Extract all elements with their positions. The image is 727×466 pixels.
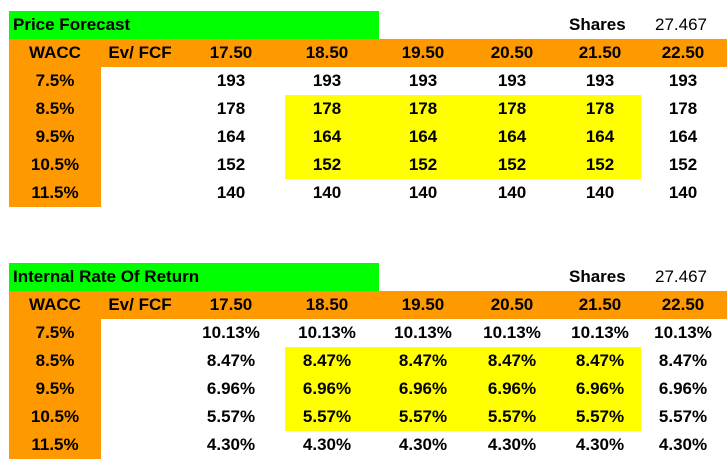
irr_table-column-header: 19.50 xyxy=(401,295,445,314)
price_table-row-wacc: 9.5% xyxy=(35,127,75,146)
irr_table-column-header: 17.50 xyxy=(209,295,253,314)
price_table-table-cell[interactable]: 193 xyxy=(668,71,698,90)
price_table-title: Price Forecast xyxy=(9,11,379,39)
irr_table-table-cell[interactable]: 4.30% xyxy=(658,435,708,454)
price_table-row-wacc: 10.5% xyxy=(30,155,80,174)
price_table-table-cell[interactable]: 140 xyxy=(312,183,342,202)
irr_table-table-cell[interactable]: 10.13% xyxy=(571,323,629,342)
price_table-table-cell[interactable]: 193 xyxy=(585,71,615,90)
price_table-table-cell[interactable]: 178 xyxy=(497,99,527,118)
price_table-header-band xyxy=(9,39,727,67)
price_table-table-cell[interactable]: 164 xyxy=(312,127,342,146)
irr_table-table-cell[interactable]: 5.57% xyxy=(658,407,708,426)
irr_table-row-wacc: 7.5% xyxy=(35,323,75,342)
irr_table-table-cell[interactable]: 10.13% xyxy=(483,323,541,342)
irr_table-table-cell[interactable]: 6.96% xyxy=(206,379,256,398)
price_table-column-header: 17.50 xyxy=(209,43,253,62)
irr_table-table-cell[interactable]: 6.96% xyxy=(575,379,625,398)
irr_table-header-evfcf: Ev/ FCF xyxy=(108,295,172,314)
price_table-table-cell[interactable]: 140 xyxy=(668,183,698,202)
irr_table-row-wacc: 8.5% xyxy=(35,351,75,370)
irr_table-column-header: 21.50 xyxy=(578,295,622,314)
price_table-column-header: 21.50 xyxy=(578,43,622,62)
price_table-table-cell[interactable]: 152 xyxy=(497,155,527,174)
irr_table-table-cell[interactable]: 5.57% xyxy=(398,407,448,426)
irr_table-header-wacc: WACC xyxy=(29,295,81,314)
irr_table-header-band xyxy=(9,291,727,319)
price_table-table-cell[interactable]: 178 xyxy=(408,99,438,118)
irr_table-column-header: 20.50 xyxy=(490,295,534,314)
price_table-wacc-band xyxy=(9,67,101,207)
irr_table-table-cell[interactable]: 10.13% xyxy=(654,323,712,342)
price_table-table-cell[interactable]: 140 xyxy=(497,183,527,202)
irr_table-table-cell[interactable]: 10.13% xyxy=(394,323,452,342)
price_table-table-cell[interactable]: 193 xyxy=(408,71,438,90)
irr_table-shares-value: 27.467 xyxy=(655,267,707,286)
price_table-column-header: 18.50 xyxy=(305,43,349,62)
price_table-table-cell[interactable]: 164 xyxy=(668,127,698,146)
irr_table-table-cell[interactable]: 5.57% xyxy=(206,407,256,426)
price_table-table-cell[interactable]: 152 xyxy=(216,155,246,174)
irr_table-table-cell[interactable]: 5.57% xyxy=(302,407,352,426)
price_table-row-wacc: 11.5% xyxy=(31,183,79,202)
price_table-table-cell[interactable]: 164 xyxy=(216,127,246,146)
price_table-table-cell[interactable]: 152 xyxy=(408,155,438,174)
price_table-table-cell[interactable]: 178 xyxy=(585,99,615,118)
irr_table-title: Internal Rate Of Return xyxy=(9,263,379,291)
irr_table-table-cell[interactable]: 4.30% xyxy=(302,435,352,454)
irr_table-highlight-block xyxy=(285,347,641,431)
irr_table-table-cell[interactable]: 6.96% xyxy=(487,379,537,398)
price_table-header-wacc: WACC xyxy=(29,43,81,62)
price_table-table-cell[interactable]: 193 xyxy=(312,71,342,90)
irr_table-table-cell[interactable]: 8.47% xyxy=(658,351,708,370)
price_table-table-cell[interactable]: 178 xyxy=(216,99,246,118)
price_table-table-cell[interactable]: 140 xyxy=(216,183,246,202)
irr_table-table-cell[interactable]: 6.96% xyxy=(302,379,352,398)
price_table-table-cell[interactable]: 164 xyxy=(408,127,438,146)
price_table-table-cell[interactable]: 152 xyxy=(312,155,342,174)
irr_table-wacc-band xyxy=(9,319,101,459)
price_table-header-evfcf: Ev/ FCF xyxy=(108,43,172,62)
irr_table-table-cell[interactable]: 8.47% xyxy=(487,351,537,370)
price_table-shares-value: 27.467 xyxy=(655,15,707,34)
irr_table-table-cell[interactable]: 5.57% xyxy=(575,407,625,426)
price_table-shares-label: Shares xyxy=(569,15,626,34)
irr_table-row-wacc: 11.5% xyxy=(31,435,79,454)
irr_table-table-cell[interactable]: 5.57% xyxy=(487,407,537,426)
price_table-highlight-block xyxy=(285,95,641,179)
price_table-table-cell[interactable]: 152 xyxy=(585,155,615,174)
irr_table-table-cell[interactable]: 4.30% xyxy=(398,435,448,454)
price_table-column-header: 19.50 xyxy=(401,43,445,62)
price_table-table-cell[interactable]: 178 xyxy=(312,99,342,118)
price_table-table-cell[interactable]: 140 xyxy=(408,183,438,202)
irr_table-column-header: 22.50 xyxy=(661,295,705,314)
price_table-table-cell[interactable]: 164 xyxy=(497,127,527,146)
price_table-table-cell[interactable]: 164 xyxy=(585,127,615,146)
price_table-table-cell[interactable]: 140 xyxy=(585,183,615,202)
irr_table-row-wacc: 10.5% xyxy=(30,407,80,426)
irr_table-table-cell[interactable]: 8.47% xyxy=(302,351,352,370)
price_table-table-cell[interactable]: 193 xyxy=(216,71,246,90)
irr_table-table-cell[interactable]: 4.30% xyxy=(575,435,625,454)
price_table-column-header: 22.50 xyxy=(661,43,705,62)
irr_table-table-cell[interactable]: 6.96% xyxy=(398,379,448,398)
price_table-table-cell[interactable]: 193 xyxy=(497,71,527,90)
irr_table-table-cell[interactable]: 8.47% xyxy=(398,351,448,370)
price_table-row-wacc: 8.5% xyxy=(35,99,75,118)
irr_table-table-cell[interactable]: 10.13% xyxy=(298,323,356,342)
irr_table-table-cell[interactable]: 8.47% xyxy=(575,351,625,370)
irr_table-table-cell[interactable]: 10.13% xyxy=(202,323,260,342)
price_table-table-cell[interactable]: 178 xyxy=(668,99,698,118)
price_table-table-cell[interactable]: 152 xyxy=(668,155,698,174)
irr_table-table-cell[interactable]: 8.47% xyxy=(206,351,256,370)
price_table-row-wacc: 7.5% xyxy=(35,71,75,90)
irr_table-shares-label: Shares xyxy=(569,267,626,286)
irr_table-column-header: 18.50 xyxy=(305,295,349,314)
irr_table-table-cell[interactable]: 4.30% xyxy=(487,435,537,454)
irr_table-table-cell[interactable]: 6.96% xyxy=(658,379,708,398)
price_table-column-header: 20.50 xyxy=(490,43,534,62)
irr_table-row-wacc: 9.5% xyxy=(35,379,75,398)
irr_table-table-cell[interactable]: 4.30% xyxy=(206,435,256,454)
